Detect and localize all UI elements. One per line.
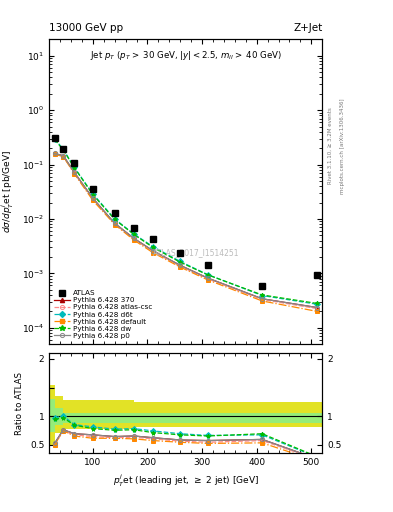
Text: ATLAS_2017_I1514251: ATLAS_2017_I1514251	[153, 248, 240, 257]
Text: Rivet 3.1.10, ≥ 3.2M events: Rivet 3.1.10, ≥ 3.2M events	[328, 108, 333, 184]
Pythia 6.428 d6t	[260, 292, 264, 298]
Pythia 6.428 default	[72, 170, 77, 177]
Text: 13000 GeV pp: 13000 GeV pp	[49, 23, 123, 33]
ATLAS	[260, 283, 264, 289]
Pythia 6.428 dw	[151, 244, 155, 250]
Pythia 6.428 370	[314, 305, 319, 311]
Pythia 6.428 d6t	[90, 190, 95, 197]
Pythia 6.428 p0	[205, 275, 210, 281]
Pythia 6.428 370	[112, 220, 117, 226]
Line: Pythia 6.428 dw: Pythia 6.428 dw	[53, 137, 319, 306]
Pythia 6.428 p0	[314, 305, 319, 311]
Pythia 6.428 atlas-csc	[90, 196, 95, 202]
ATLAS	[72, 160, 77, 166]
Pythia 6.428 p0	[151, 248, 155, 254]
Pythia 6.428 default	[52, 151, 57, 157]
ATLAS	[205, 262, 210, 268]
Text: mcplots.cern.ch [arXiv:1306.3436]: mcplots.cern.ch [arXiv:1306.3436]	[340, 98, 345, 194]
Pythia 6.428 370	[90, 195, 95, 201]
Pythia 6.428 p0	[112, 220, 117, 226]
Pythia 6.428 p0	[52, 151, 57, 157]
Pythia 6.428 dw	[314, 301, 319, 307]
Pythia 6.428 d6t	[52, 136, 57, 142]
Pythia 6.428 370	[131, 235, 136, 241]
Pythia 6.428 370	[52, 151, 57, 157]
Text: Jet $p_T$ ($p_T >$ 30 GeV, $|y| < 2.5$, $m_{ll} >$ 40 GeV): Jet $p_T$ ($p_T >$ 30 GeV, $|y| < 2.5$, …	[90, 49, 282, 61]
ATLAS	[314, 271, 319, 278]
Pythia 6.428 default	[61, 154, 66, 160]
Pythia 6.428 d6t	[112, 216, 117, 222]
Pythia 6.428 370	[178, 262, 183, 268]
Pythia 6.428 dw	[61, 147, 66, 153]
Pythia 6.428 atlas-csc	[151, 249, 155, 255]
Pythia 6.428 p0	[178, 262, 183, 268]
Pythia 6.428 p0	[260, 296, 264, 302]
Pythia 6.428 default	[314, 308, 319, 314]
Line: ATLAS: ATLAS	[51, 134, 320, 290]
ATLAS	[112, 210, 117, 216]
Pythia 6.428 atlas-csc	[178, 263, 183, 269]
Pythia 6.428 atlas-csc	[314, 306, 319, 312]
Pythia 6.428 d6t	[205, 271, 210, 278]
Pythia 6.428 atlas-csc	[205, 276, 210, 282]
Pythia 6.428 p0	[72, 169, 77, 176]
ATLAS	[61, 146, 66, 153]
Pythia 6.428 default	[178, 264, 183, 270]
Pythia 6.428 d6t	[151, 244, 155, 250]
ATLAS	[151, 237, 155, 243]
Pythia 6.428 dw	[90, 191, 95, 198]
Pythia 6.428 atlas-csc	[260, 296, 264, 303]
Pythia 6.428 dw	[178, 259, 183, 265]
Pythia 6.428 atlas-csc	[72, 170, 77, 176]
Pythia 6.428 p0	[90, 195, 95, 201]
Line: Pythia 6.428 d6t: Pythia 6.428 d6t	[53, 137, 319, 306]
Pythia 6.428 370	[205, 275, 210, 281]
Pythia 6.428 default	[260, 298, 264, 304]
Pythia 6.428 atlas-csc	[112, 221, 117, 227]
Pythia 6.428 370	[61, 153, 66, 159]
Pythia 6.428 370	[260, 296, 264, 302]
ATLAS	[178, 249, 183, 255]
Y-axis label: Ratio to ATLAS: Ratio to ATLAS	[15, 372, 24, 435]
Line: Pythia 6.428 370: Pythia 6.428 370	[53, 152, 319, 310]
Pythia 6.428 d6t	[131, 231, 136, 237]
Line: Pythia 6.428 p0: Pythia 6.428 p0	[53, 152, 319, 310]
Pythia 6.428 p0	[61, 153, 66, 159]
Y-axis label: $d\sigma/dp_T^j$et [pb/GeV]: $d\sigma/dp_T^j$et [pb/GeV]	[0, 150, 16, 233]
Pythia 6.428 default	[131, 237, 136, 243]
ATLAS	[131, 225, 136, 231]
Line: Pythia 6.428 atlas-csc: Pythia 6.428 atlas-csc	[53, 152, 319, 311]
X-axis label: $p_T^j$et (leading jet, $\geq$ 2 jet) [GeV]: $p_T^j$et (leading jet, $\geq$ 2 jet) [G…	[113, 473, 259, 489]
ATLAS	[90, 186, 95, 192]
Pythia 6.428 default	[90, 197, 95, 203]
Pythia 6.428 370	[72, 169, 77, 176]
Pythia 6.428 d6t	[72, 164, 77, 170]
ATLAS	[52, 135, 57, 141]
Pythia 6.428 370	[151, 248, 155, 254]
Pythia 6.428 dw	[112, 217, 117, 223]
Pythia 6.428 atlas-csc	[52, 151, 57, 157]
Pythia 6.428 dw	[131, 231, 136, 238]
Pythia 6.428 atlas-csc	[61, 154, 66, 160]
Text: Z+Jet: Z+Jet	[293, 23, 322, 33]
Pythia 6.428 default	[151, 249, 155, 255]
Pythia 6.428 dw	[72, 164, 77, 170]
Legend: ATLAS, Pythia 6.428 370, Pythia 6.428 atlas-csc, Pythia 6.428 d6t, Pythia 6.428 : ATLAS, Pythia 6.428 370, Pythia 6.428 at…	[53, 289, 154, 340]
Line: Pythia 6.428 default: Pythia 6.428 default	[53, 152, 319, 313]
Pythia 6.428 d6t	[61, 146, 66, 153]
Pythia 6.428 p0	[131, 235, 136, 241]
Pythia 6.428 default	[112, 221, 117, 227]
Pythia 6.428 dw	[260, 292, 264, 298]
Pythia 6.428 dw	[205, 272, 210, 278]
Pythia 6.428 default	[205, 276, 210, 283]
Pythia 6.428 d6t	[178, 259, 183, 265]
Pythia 6.428 dw	[52, 136, 57, 142]
Pythia 6.428 atlas-csc	[131, 236, 136, 242]
Pythia 6.428 d6t	[314, 301, 319, 307]
